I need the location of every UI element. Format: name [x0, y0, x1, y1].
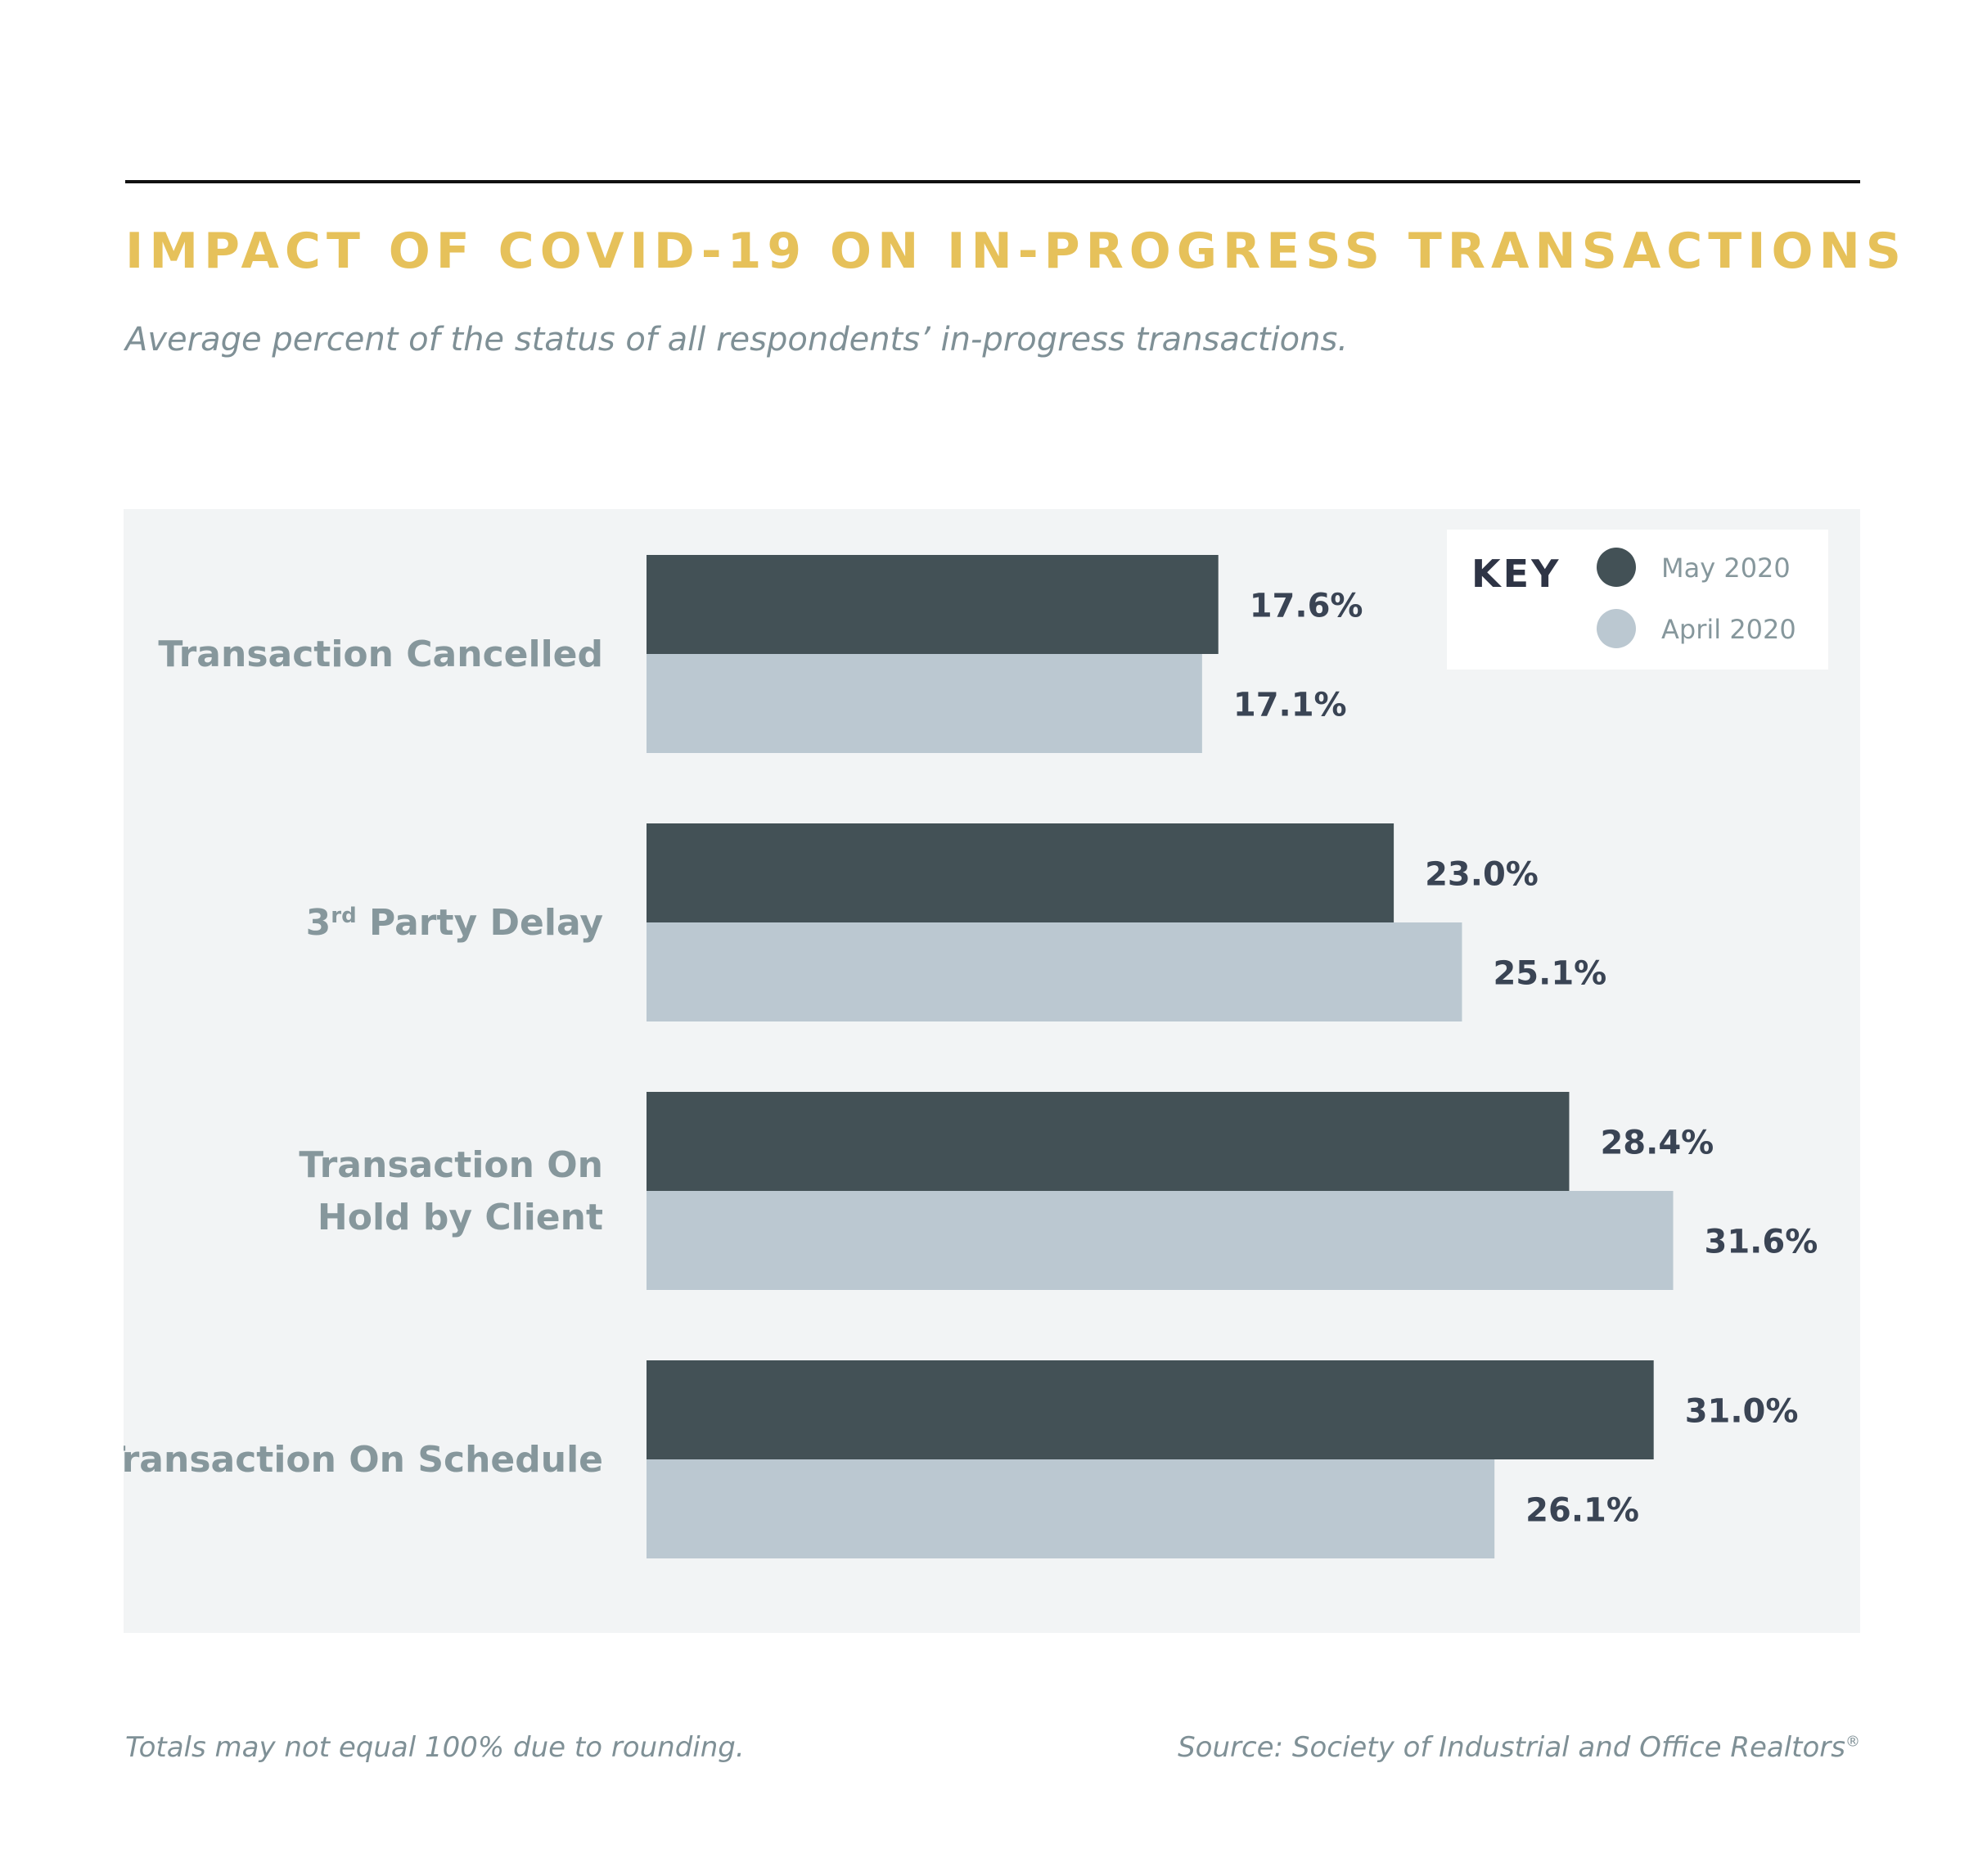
category-label-3: Transaction On Schedule	[124, 1439, 603, 1481]
bar-may-0	[647, 555, 1219, 654]
label-part: rd	[331, 904, 356, 928]
value-label-may-1: 23.0%	[1425, 856, 1539, 894]
category-label-line: Transaction On	[299, 1144, 603, 1186]
page-subtitle: Average percent of the status of all res…	[125, 321, 1349, 359]
registered-mark: ®	[1845, 1733, 1860, 1751]
category-label-0: Transaction Cancelled	[158, 634, 603, 675]
category-label-2: Transaction On Hold by Client	[299, 1144, 603, 1238]
bar-may-2	[647, 1092, 1570, 1191]
value-label-may-3: 31.0%	[1685, 1393, 1799, 1431]
category-label-line: Transaction On Schedule	[124, 1439, 603, 1481]
value-label-april-2: 31.6%	[1705, 1224, 1818, 1261]
legend-swatch-0	[1597, 548, 1636, 587]
category-label-line: Hold by Client	[318, 1197, 603, 1238]
top-rule	[125, 180, 1860, 183]
legend-box	[1447, 530, 1828, 670]
bar-april-2	[647, 1191, 1674, 1290]
value-label-april-1: 25.1%	[1493, 955, 1606, 993]
value-label-april-3: 26.1%	[1525, 1492, 1639, 1530]
chart-container: Transaction Cancelled 17.6% 17.1% 3rd Party…	[101, 509, 1860, 1633]
source-text: Source: Society of Industrial and Office…	[1178, 1731, 1845, 1764]
value-label-may-0: 17.6%	[1250, 588, 1363, 625]
bar-april-1	[647, 922, 1462, 1021]
bar-chart: Transaction Cancelled 17.6% 17.1% 3rd Party…	[101, 509, 1860, 1633]
legend-title: KEY	[1471, 552, 1561, 596]
rounding-note: Totals may not equal 100% due to roundin…	[125, 1731, 745, 1764]
label-part: Party Delay	[357, 902, 603, 944]
label-part: 3	[306, 902, 331, 944]
bar-april-3	[647, 1459, 1495, 1558]
bar-may-3	[647, 1360, 1654, 1459]
category-label-1: 3rd Party Delay	[306, 902, 603, 944]
bar-may-1	[647, 823, 1395, 922]
legend-swatch-1	[1597, 609, 1636, 648]
category-label-line: 3rd Party Delay	[306, 902, 603, 944]
source-note: Source: Society of Industrial and Office…	[1178, 1731, 1860, 1764]
value-label-april-0: 17.1%	[1233, 687, 1347, 724]
category-label-line: Transaction Cancelled	[158, 634, 603, 675]
page-title: IMPACT OF COVID-19 ON IN-PROGRESS TRANSA…	[125, 223, 1907, 280]
value-label-may-2: 28.4%	[1600, 1125, 1714, 1162]
bar-april-0	[647, 654, 1202, 753]
legend-label-0: May 2020	[1661, 552, 1791, 584]
legend-label-1: April 2020	[1661, 614, 1796, 645]
